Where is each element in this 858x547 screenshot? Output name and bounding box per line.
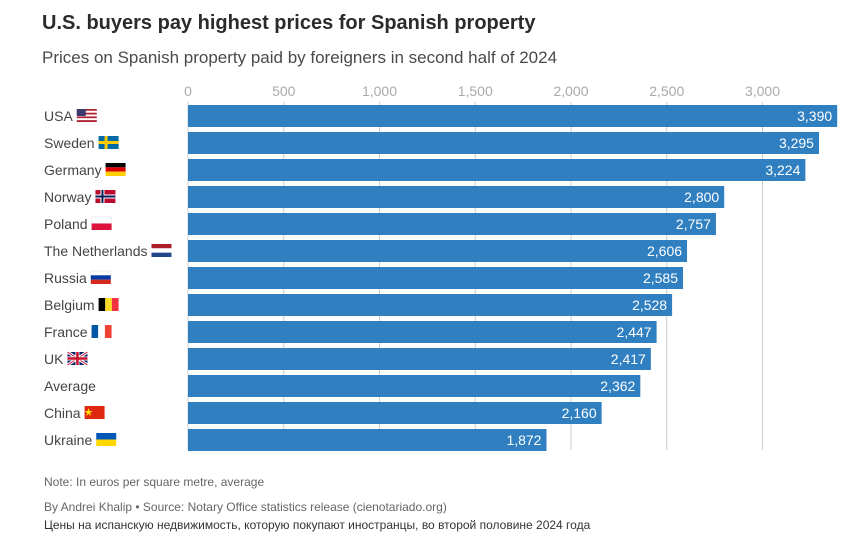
x-tick-label: 2,000 [553,83,588,99]
category-label: UK [44,351,64,367]
bar [188,429,547,451]
category-label: France [44,324,88,340]
ru-flag-icon [90,270,112,284]
bar-value-label: 2,417 [611,351,646,367]
category-label: Average [44,378,96,394]
chart-title: U.S. buyers pay highest prices for Spani… [42,12,536,34]
no-flag-icon [95,190,116,203]
bar-value-label: 3,390 [797,108,832,124]
us-flag-icon [76,109,97,122]
x-tick-label: 2,500 [649,83,684,99]
category-label: Poland [44,216,88,232]
de-flag-icon [105,163,126,176]
category-label: Ukraine [44,432,92,448]
category-label: Germany [44,162,102,178]
be-flag-icon [98,298,119,311]
bar-value-label: 2,447 [617,324,652,340]
bar-value-label: 2,606 [647,243,682,259]
bar-value-label: 2,757 [676,216,711,232]
bar-value-label: 2,585 [643,270,678,286]
category-label: Sweden [44,135,95,151]
bar [188,294,673,316]
x-tick-label: 0 [184,83,192,99]
bar [188,348,651,370]
bar [188,375,641,397]
bar-value-label: 2,160 [562,405,597,421]
chart-subtitle: Prices on Spanish property paid by forei… [42,48,558,67]
x-tick-label: 500 [272,83,296,99]
chart-credit-russian: Цены на испанскую недвижимость, которую … [44,518,591,532]
bar [188,105,838,127]
bar-value-label: 2,528 [632,297,667,313]
bar [188,402,602,424]
pl-flag-icon [91,216,112,230]
bar-value-label: 2,800 [684,189,719,205]
uk-flag-icon [66,350,89,367]
nl-flag-icon [151,244,172,257]
ua-flag-icon [96,433,117,446]
category-label: Russia [44,270,87,286]
chart-note: Note: In euros per square metre, average [44,475,265,489]
bar [188,267,684,289]
bar-chart: 0 500 1,000 1,500 2,000 2,500 3,000 3,390 USA 3,2… [44,83,838,451]
category-label: Belgium [44,297,95,313]
x-tick-label: 1,000 [362,83,397,99]
bar [188,240,688,262]
bar [188,213,716,235]
bar [188,132,819,154]
chart-credit: By Andrei Khalip • Source: Notary Office… [44,500,447,514]
se-flag-icon [98,136,119,149]
cn-flag-icon [84,406,105,419]
category-label: Norway [44,189,91,205]
category-label: The Netherlands [44,243,148,259]
bar-value-label: 3,295 [779,135,814,151]
fr-flag-icon [91,325,112,338]
bar-value-label: 1,872 [506,432,541,448]
bar-value-label: 3,224 [765,162,800,178]
x-tick-label: 3,000 [745,83,780,99]
bar [188,321,657,343]
category-label: China [44,405,81,421]
bar [188,186,725,208]
x-tick-label: 1,500 [458,83,493,99]
bar [188,159,806,181]
category-label: USA [44,108,73,124]
bar-value-label: 2,362 [600,378,635,394]
